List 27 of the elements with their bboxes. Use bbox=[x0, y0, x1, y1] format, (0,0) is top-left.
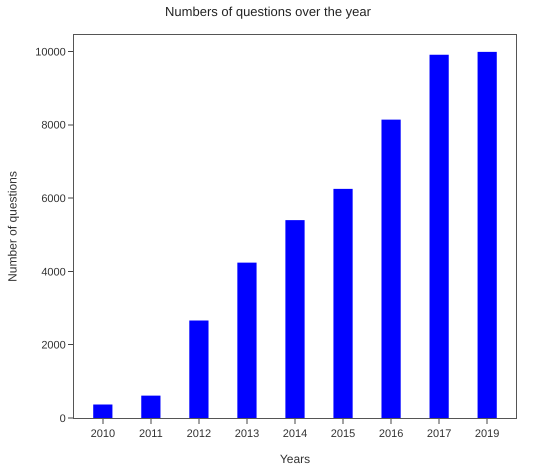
y-tick-label: 0 bbox=[60, 412, 66, 425]
y-tick-label: 4000 bbox=[41, 266, 66, 278]
x-tick-label: 2013 bbox=[234, 428, 260, 440]
bar bbox=[189, 320, 209, 418]
bar bbox=[478, 52, 497, 418]
bar bbox=[141, 396, 160, 418]
bar bbox=[430, 54, 449, 418]
x-tick-label: 2015 bbox=[330, 428, 356, 440]
y-axis-title: Number of questions bbox=[6, 171, 20, 282]
y-tick-label: 8000 bbox=[41, 120, 66, 132]
x-tick-label: 2017 bbox=[426, 428, 452, 440]
y-tick-label: 2000 bbox=[41, 340, 66, 352]
x-tick-label: 2019 bbox=[474, 428, 500, 440]
bar bbox=[285, 220, 305, 418]
chart-title: Numbers of questions over the year bbox=[165, 4, 372, 20]
y-tick-label: 10000 bbox=[35, 46, 66, 58]
x-tick-label: 2014 bbox=[282, 428, 308, 440]
bar bbox=[381, 120, 401, 418]
bar bbox=[93, 404, 112, 418]
y-tick-label: 6000 bbox=[41, 192, 66, 205]
bar bbox=[333, 188, 353, 418]
x-tick-label: 2010 bbox=[90, 428, 116, 440]
x-tick-label: 2012 bbox=[186, 428, 212, 440]
bar bbox=[237, 262, 257, 418]
x-tick-label: 2011 bbox=[139, 428, 163, 440]
x-tick-label: 2016 bbox=[378, 428, 404, 440]
x-axis-title: Years bbox=[280, 452, 310, 466]
